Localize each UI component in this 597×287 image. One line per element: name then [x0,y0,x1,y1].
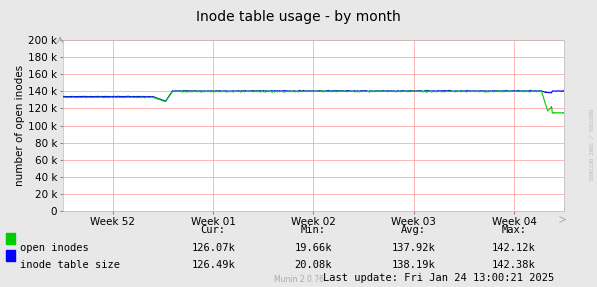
Text: 142.12k: 142.12k [492,243,536,253]
Y-axis label: number of open inodes: number of open inodes [16,65,25,186]
Text: 138.19k: 138.19k [392,260,436,270]
Text: open inodes: open inodes [20,243,88,253]
Text: 137.92k: 137.92k [392,243,436,253]
Text: Munin 2.0.76: Munin 2.0.76 [273,275,324,284]
Text: Cur:: Cur: [201,225,226,235]
Text: Min:: Min: [301,225,326,235]
Text: Avg:: Avg: [401,225,426,235]
Text: inode table size: inode table size [20,260,120,270]
Text: Inode table usage - by month: Inode table usage - by month [196,10,401,24]
Text: 126.07k: 126.07k [191,243,235,253]
Text: Last update: Fri Jan 24 13:00:21 2025: Last update: Fri Jan 24 13:00:21 2025 [323,273,554,283]
Text: 19.66k: 19.66k [295,243,332,253]
Text: 142.38k: 142.38k [492,260,536,270]
Text: 20.08k: 20.08k [295,260,332,270]
Text: 126.49k: 126.49k [191,260,235,270]
Text: Max:: Max: [501,225,527,235]
Text: RRDTOOL / TOBI OETIKER: RRDTOOL / TOBI OETIKER [588,109,593,181]
